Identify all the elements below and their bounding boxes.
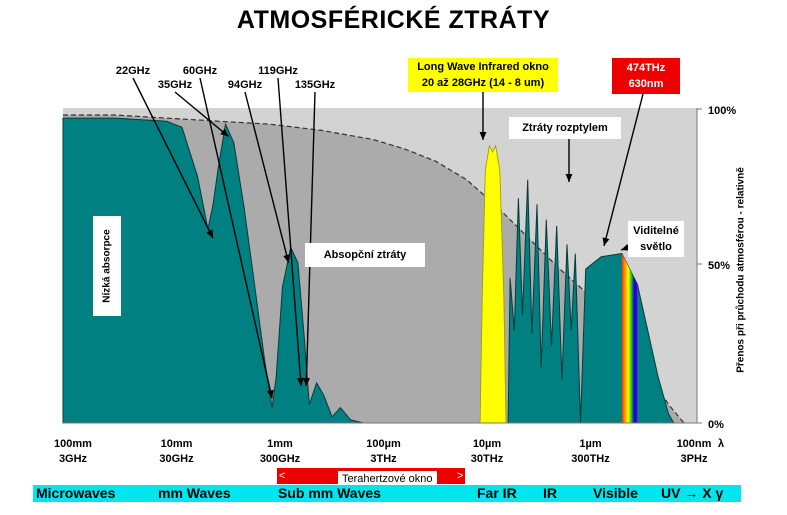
- frequency-arrow-head: [602, 237, 610, 246]
- terahertz-window-label: Terahertzové okno: [338, 471, 437, 487]
- x-tick-wavelength-2: 1mm: [267, 438, 293, 450]
- visible-arrow-head: [621, 244, 630, 251]
- scattering-arrow-head: [565, 174, 573, 182]
- peak-arrow-1: [174, 91, 230, 138]
- chart-title: ATMOSFÉRICKÉ ZTRÁTY: [236, 6, 551, 34]
- y-tick-label-1: 50%: [708, 260, 730, 272]
- peak-arrow-0: [132, 77, 214, 239]
- band-sub-mm-waves: Sub mm Waves: [278, 485, 381, 501]
- lwir-arrow-head: [479, 132, 487, 140]
- peak-label-2: 60GHz: [183, 65, 218, 77]
- peak-label-4: 119GHz: [258, 65, 298, 77]
- visible-line-2: světlo: [640, 241, 672, 253]
- terahertz-left-arrow: <: [279, 470, 286, 482]
- peak-arrow-4: [277, 77, 302, 387]
- band-mm-waves: mm Waves: [158, 485, 231, 501]
- x-tick-frequency-4: 30THz: [471, 453, 504, 465]
- y-tick-label-0: 100%: [708, 105, 736, 117]
- frequency-line-2: 630nm: [628, 78, 664, 90]
- x-tick-frequency-2: 300GHz: [260, 453, 301, 465]
- band-far-ir: Far IR: [477, 485, 517, 501]
- x-tick-wavelength-5: 1µm: [579, 438, 601, 450]
- peak-arrow-5-head: [302, 377, 310, 387]
- peak-label-5: 135GHz: [295, 79, 336, 91]
- x-tick-frequency-3: 3THz: [370, 453, 397, 465]
- x-tick-frequency-5: 300THz: [571, 453, 610, 465]
- peak-arrow-2: [199, 77, 273, 399]
- x-tick-wavelength-4: 10µm: [473, 438, 502, 450]
- x-tick-frequency-1: 30GHz: [159, 453, 194, 465]
- visible-spectrum-area: [621, 253, 638, 423]
- frequency-line-1: 474THz: [626, 62, 666, 74]
- band-visible: Visible: [593, 485, 638, 501]
- peak-arrow-0-head: [206, 229, 214, 239]
- y-tick-label-2: 0%: [708, 419, 724, 431]
- band-strip: [33, 485, 741, 502]
- x-unit-label: λ: [718, 438, 724, 450]
- x-tick-frequency-0: 3GHz: [59, 453, 88, 465]
- peak-label-1: 35GHz: [158, 79, 193, 91]
- x-tick-wavelength-0: 100mm: [54, 438, 92, 450]
- peak-arrow-4-head: [296, 377, 304, 387]
- lwir-window-area: [479, 144, 507, 424]
- x-tick-frequency-6: 3PHz: [681, 453, 708, 465]
- peak-arrow-1-head: [220, 128, 229, 137]
- peak-arrow-2-head: [266, 389, 274, 399]
- scattering-loss-label: Ztráty rozptylem: [509, 117, 621, 139]
- low-absorption-label: Nízká absorpce: [93, 216, 121, 316]
- y-axis-title: Přenos při průchodu atmosférou - relativ…: [735, 167, 747, 373]
- lwir-window-box: Long Wave Infrared okno 20 až 28GHz (14 …: [408, 58, 558, 92]
- x-tick-wavelength-3: 100µm: [366, 438, 401, 450]
- lwir-line-1: Long Wave Infrared okno: [417, 61, 549, 73]
- visible-line-1: Viditelné: [633, 225, 679, 237]
- peak-arrow-5: [305, 91, 316, 387]
- band-microwaves: Microwaves: [36, 485, 116, 501]
- peak-arrow-3: [244, 91, 290, 264]
- band-uv-x-gamma: UV → X γ: [661, 485, 724, 501]
- lwir-line-2: 20 až 28GHz (14 - 8 um): [421, 77, 545, 89]
- band-ir: IR: [543, 485, 557, 501]
- frequency-arrow: [603, 93, 644, 247]
- x-tick-wavelength-6: 100nm: [677, 438, 712, 450]
- low-absorption-text: Nízká absorpce: [101, 229, 113, 303]
- x-tick-wavelength-1: 10mm: [161, 438, 193, 450]
- absorption-loss-label: Absopční ztráty: [305, 243, 425, 267]
- terahertz-right-arrow: >: [457, 470, 464, 482]
- peak-label-0: 22GHz: [116, 65, 151, 77]
- frequency-box: 474THz 630nm: [612, 58, 680, 94]
- peak-label-3: 94GHz: [228, 79, 263, 91]
- visible-light-label: Viditelné světlo: [628, 221, 684, 257]
- peak-arrow-3-head: [283, 254, 291, 263]
